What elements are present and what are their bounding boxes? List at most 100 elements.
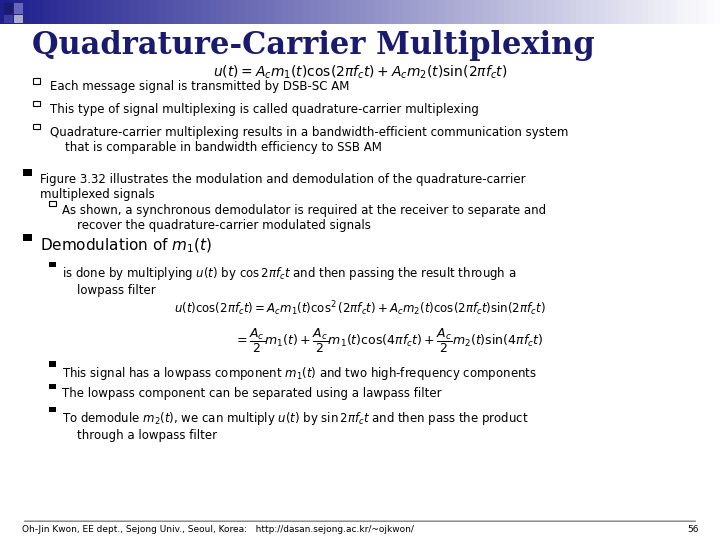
Bar [295,0,303,24]
Bar [389,0,397,24]
Bar [353,0,361,24]
Text: Quadrature-Carrier Multiplexing: Quadrature-Carrier Multiplexing [32,30,595,61]
Bar [374,0,382,24]
Bar [526,0,534,24]
Bar [4,15,13,23]
Bar [245,0,253,24]
Bar [49,361,56,367]
Bar [187,0,195,24]
Bar [180,0,188,24]
Bar [274,0,282,24]
Bar [338,0,346,24]
Bar [108,0,116,24]
Bar [662,0,670,24]
Bar [598,0,606,24]
Bar [7,0,15,24]
Bar [49,201,56,206]
Bar [252,0,260,24]
Bar [677,0,685,24]
Bar [576,0,584,24]
Text: 56: 56 [687,525,698,534]
Bar [72,0,80,24]
Bar [65,0,73,24]
Bar [648,0,656,24]
Bar [626,0,634,24]
Bar [446,0,454,24]
Text: is done by multiplying $u(t)$ by $\cos 2\pi f_c t$ and then passing the result t: is done by multiplying $u(t)$ by $\cos 2… [62,265,516,297]
Bar [23,169,32,176]
Bar [547,0,555,24]
Bar [202,0,210,24]
Text: Each message signal is transmitted by DSB-SC AM: Each message signal is transmitted by DS… [50,80,350,93]
Bar [497,0,505,24]
Text: $= \dfrac{A_c}{2}m_1(t) + \dfrac{A_c}{2}m_1(t)\cos(4\pi f_c t) + \dfrac{A_c}{2}m: $= \dfrac{A_c}{2}m_1(t) + \dfrac{A_c}{2}… [234,327,544,355]
Bar [144,0,152,24]
Bar [33,78,40,84]
Bar [122,0,130,24]
Text: This signal has a lowpass component $m_1(t)$ and two high-frequency components: This signal has a lowpass component $m_1… [62,364,537,381]
Text: $u(t) = A_c m_1(t)\cos(2\pi f_c t) + A_c m_2(t)\sin(2\pi f_c t)$: $u(t) = A_c m_1(t)\cos(2\pi f_c t) + A_c… [213,64,507,81]
Bar [14,3,23,14]
Text: $u(t)\cos(2\pi f_c t) = A_c m_1(t)\cos^2(2\pi f_c t) + A_c m_2(t)\cos(2\pi f_c t: $u(t)\cos(2\pi f_c t) = A_c m_1(t)\cos^2… [174,299,546,318]
Bar [418,0,426,24]
Bar [310,0,318,24]
Bar [29,0,37,24]
Bar [49,384,56,389]
Bar [634,0,642,24]
Bar [223,0,231,24]
Bar [698,0,706,24]
Text: The lowpass component can be separated using a lawpass filter: The lowpass component can be separated u… [62,387,441,400]
Bar [605,0,613,24]
Bar [554,0,562,24]
Bar [504,0,512,24]
Bar [540,0,548,24]
Text: Oh-Jin Kwon, EE dept., Sejong Univ., Seoul, Korea:   http://dasan.sejong.ac.kr/~: Oh-Jin Kwon, EE dept., Sejong Univ., Seo… [22,525,413,534]
Bar [691,0,699,24]
Bar [490,0,498,24]
Bar [468,0,476,24]
Bar [209,0,217,24]
Bar [713,0,720,24]
Bar [367,0,375,24]
Bar [317,0,325,24]
Bar [238,0,246,24]
Bar [382,0,390,24]
Text: Figure 3.32 illustrates the modulation and demodulation of the quadrature-carrie: Figure 3.32 illustrates the modulation a… [40,173,526,201]
Bar [101,0,109,24]
Bar [706,0,714,24]
Bar [511,0,519,24]
Bar [432,0,440,24]
Bar [137,0,145,24]
Bar [396,0,404,24]
Bar [36,0,44,24]
Bar [151,0,159,24]
Bar [439,0,447,24]
Bar [94,0,102,24]
Bar [302,0,310,24]
Text: Quadrature-carrier multiplexing results in a bandwidth-efficient communication s: Quadrature-carrier multiplexing results … [50,126,569,154]
Bar [166,0,174,24]
Bar [79,0,87,24]
Bar [518,0,526,24]
Bar [266,0,274,24]
Bar [33,101,40,106]
Bar [173,0,181,24]
Bar [590,0,598,24]
Bar [331,0,339,24]
Bar [410,0,418,24]
Bar [33,124,40,129]
Bar [14,15,23,23]
Text: As shown, a synchronous demodulator is required at the receiver to separate and
: As shown, a synchronous demodulator is r… [62,204,546,232]
Bar [569,0,577,24]
Text: Demodulation of $m_1(t)$: Demodulation of $m_1(t)$ [40,237,213,255]
Bar [230,0,238,24]
Bar [194,0,202,24]
Bar [49,262,56,267]
Text: To demodule $m_2(t)$, we can multiply $u(t)$ by $\sin 2\pi f_c t$ and then pass : To demodule $m_2(t)$, we can multiply $u… [62,410,528,442]
Bar [684,0,692,24]
Bar [461,0,469,24]
Bar [49,407,56,412]
Bar [115,0,123,24]
Bar [288,0,296,24]
Bar [641,0,649,24]
